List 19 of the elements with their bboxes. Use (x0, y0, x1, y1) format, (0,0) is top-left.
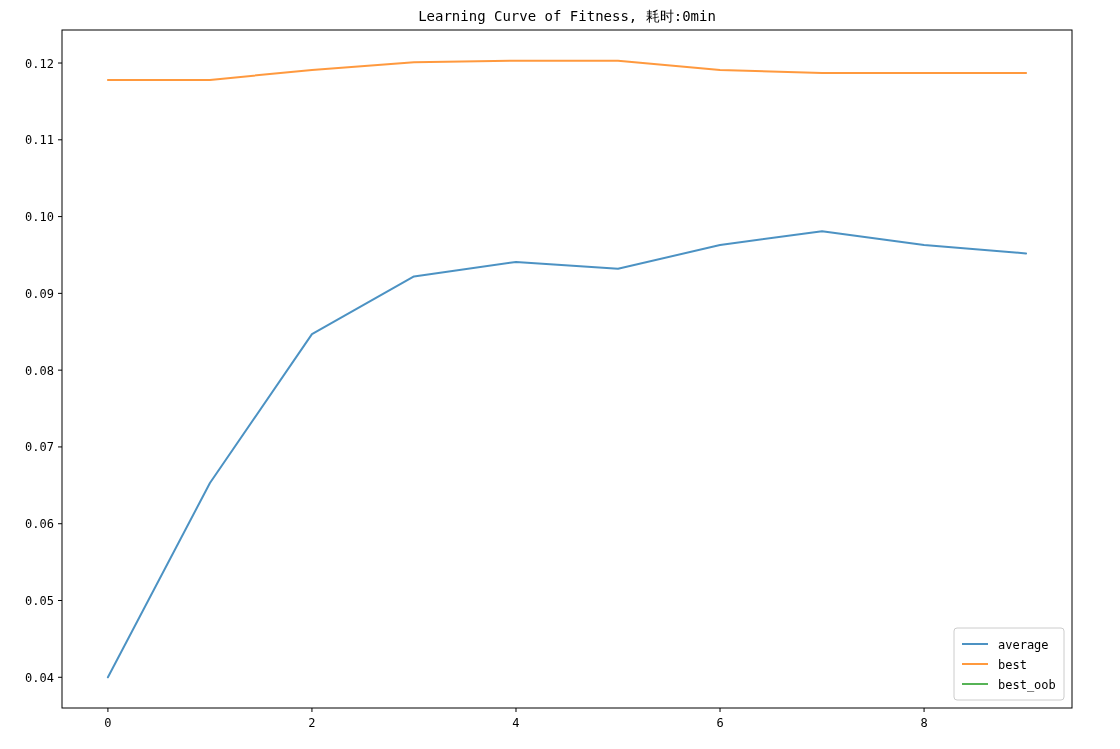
legend-label: best (998, 657, 1027, 672)
x-tick-label: 2 (308, 716, 316, 730)
legend-label: best_oob (998, 677, 1056, 692)
x-tick-label: 8 (920, 716, 928, 730)
chart-title: Learning Curve of Fitness, 耗时:0min (418, 8, 716, 24)
y-tick-label: 0.06 (25, 517, 54, 532)
y-tick-label: 0.07 (25, 440, 54, 455)
y-tick-label: 0.11 (25, 133, 54, 148)
x-tick-label: 0 (104, 716, 112, 730)
x-tick-label: 4 (512, 716, 520, 730)
y-tick-label: 0.08 (25, 363, 54, 378)
line-series (106, 59, 1028, 81)
y-tick-label: 0.04 (25, 670, 54, 685)
legend-label: average (998, 637, 1049, 652)
y-tick-label: 0.12 (25, 56, 54, 71)
y-tick-label: 0.09 (25, 286, 54, 301)
y-tick-label: 0.10 (25, 210, 54, 225)
x-tick-label: 6 (716, 716, 724, 730)
y-tick-label: 0.05 (25, 594, 54, 608)
